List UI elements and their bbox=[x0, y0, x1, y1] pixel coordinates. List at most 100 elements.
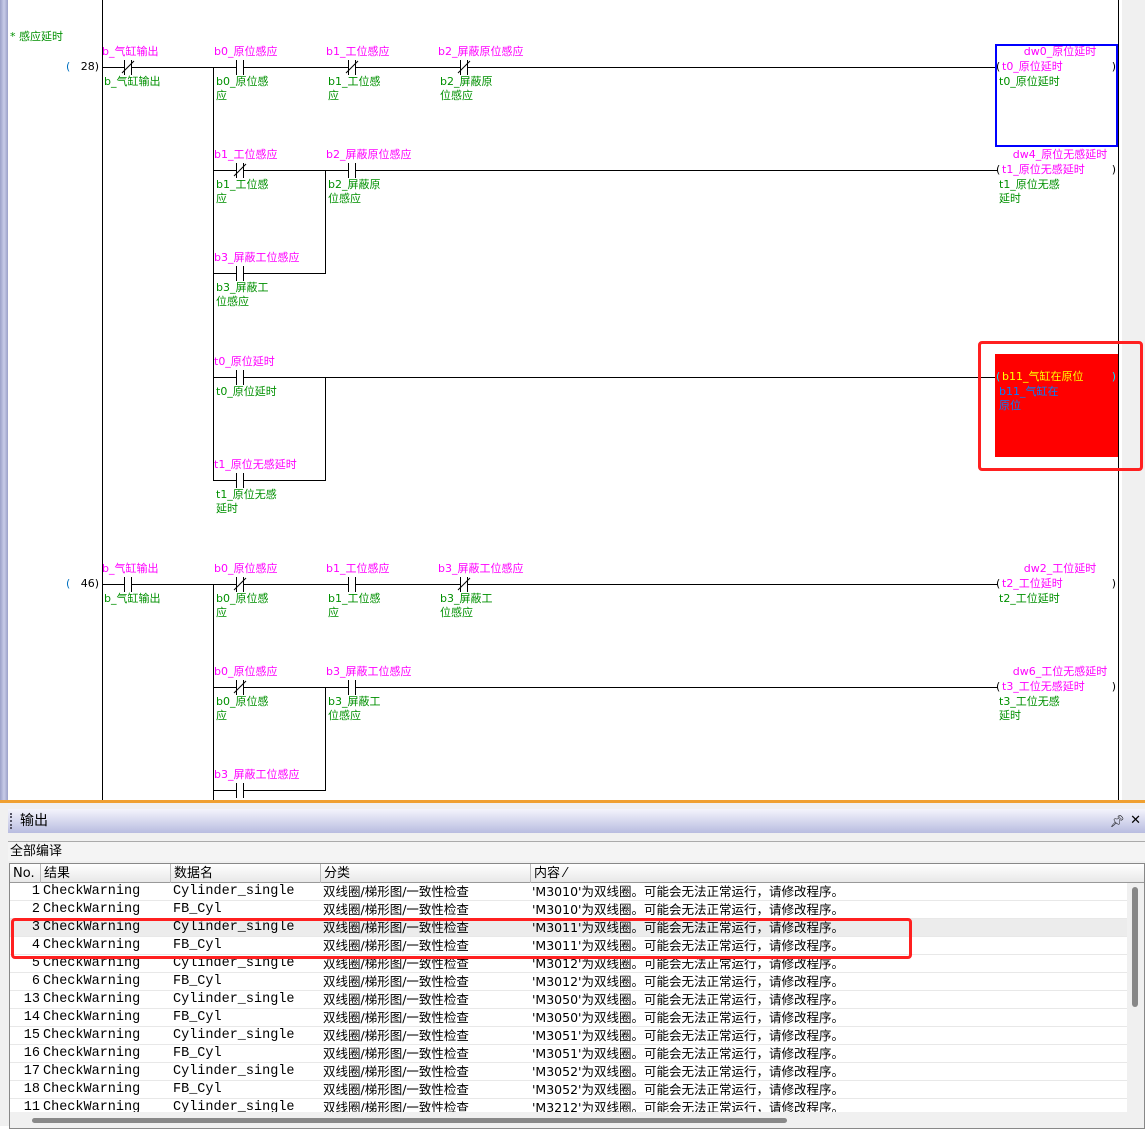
no-contact-icon[interactable] bbox=[236, 60, 244, 75]
cell-no: 6 bbox=[31, 974, 40, 989]
table-row[interactable]: 2 CheckWarning FB_Cyl 双线圈/梯形图/一致性检查 'M3010'为… bbox=[10, 901, 1128, 919]
cell-category: 双线圈/梯形图/一致性检查 bbox=[323, 1028, 469, 1043]
contact-device-label[interactable]: b_气缸输出 bbox=[102, 562, 159, 575]
table-row[interactable]: 6 CheckWarning FB_Cyl 双线圈/梯形图/一致性检查 'M3012'为… bbox=[10, 973, 1128, 991]
no-contact-icon[interactable] bbox=[236, 783, 244, 798]
nc-contact-icon[interactable] bbox=[121, 60, 135, 75]
contact-comment: t0_原位延时 bbox=[216, 385, 277, 398]
cell-result: CheckWarning bbox=[43, 992, 141, 1007]
contact-comment: b0_原位感应 bbox=[216, 592, 269, 619]
contact-device-label[interactable]: b0_原位感应 bbox=[214, 562, 278, 575]
cell-no: 16 bbox=[23, 1046, 40, 1061]
cell-data: Cylinder_single bbox=[173, 1100, 295, 1115]
nc-contact-icon[interactable] bbox=[233, 577, 247, 592]
coil-open-bracket: ( bbox=[996, 577, 1001, 590]
horizontal-scrollbar[interactable] bbox=[10, 1112, 1144, 1128]
coil-close-bracket: ) bbox=[1111, 163, 1116, 176]
cell-content: 'M3012'为双线圈。可能会无法正常运行，请修改程序。 bbox=[532, 956, 844, 971]
cell-content: 'M3052'为双线圈。可能会无法正常运行，请修改程序。 bbox=[532, 1082, 844, 1097]
nc-contact-icon[interactable] bbox=[233, 680, 247, 695]
coil-comment: b11_气缸在原位 bbox=[999, 385, 1059, 412]
table-row[interactable]: 15 CheckWarning Cylinder_single 双线圈/梯形图/一致性… bbox=[10, 1027, 1128, 1045]
no-contact-icon[interactable] bbox=[236, 473, 244, 488]
col-result[interactable]: 结果 bbox=[41, 864, 171, 883]
contact-device-label[interactable]: t1_原位无感延时 bbox=[214, 458, 297, 471]
col-no[interactable]: No. bbox=[10, 864, 41, 883]
coil-highlight bbox=[995, 354, 1118, 457]
contact-device-label[interactable]: b1_工位感应 bbox=[326, 562, 390, 575]
vertical-scrollbar[interactable] bbox=[1127, 883, 1144, 1113]
pin-icon[interactable]: 📌︎ bbox=[1109, 814, 1125, 828]
cell-no: 17 bbox=[23, 1064, 40, 1079]
cell-data: Cylinder_single bbox=[173, 992, 295, 1007]
ladder-editor[interactable]: * 感应延时 ( 28) ( 46) b_气缸输出 b_气缸输出 b0_原位感应 b0… bbox=[0, 0, 1145, 800]
table-row[interactable]: 4 CheckWarning FB_Cyl 双线圈/梯形图/一致性检查 'M3011'为… bbox=[10, 937, 1128, 955]
table-row[interactable]: 13 CheckWarning Cylinder_single 双线圈/梯形图/一致性… bbox=[10, 991, 1128, 1009]
table-row[interactable]: 5 CheckWarning Cylinder_single 双线圈/梯形图/一致性检… bbox=[10, 955, 1128, 973]
contact-comment: b3_屏蔽工位感应 bbox=[440, 592, 493, 619]
output-coil[interactable]: (t0_原位延时) bbox=[996, 60, 1118, 74]
coil-device-label[interactable]: dw0_原位延时 bbox=[1023, 45, 1097, 58]
drag-grip-icon[interactable] bbox=[10, 813, 12, 829]
no-contact-icon[interactable] bbox=[236, 266, 244, 281]
nc-contact-icon[interactable] bbox=[233, 163, 247, 178]
cell-result: CheckWarning bbox=[43, 1082, 141, 1097]
col-content[interactable]: 内容 ⁄ bbox=[534, 866, 567, 881]
contact-device-label[interactable]: b0_原位感应 bbox=[214, 45, 278, 58]
cell-data: FB_Cyl bbox=[173, 1010, 222, 1025]
coil-name: t3_工位无感延时 bbox=[1002, 680, 1085, 693]
table-row[interactable]: 18 CheckWarning FB_Cyl 双线圈/梯形图/一致性检查 'M3052'… bbox=[10, 1081, 1128, 1099]
cell-category: 双线圈/梯形图/一致性检查 bbox=[323, 902, 469, 917]
no-contact-icon[interactable] bbox=[124, 577, 132, 592]
contact-device-label[interactable]: b1_工位感应 bbox=[326, 45, 390, 58]
contact-device-label[interactable]: b_气缸输出 bbox=[102, 45, 159, 58]
nc-contact-icon[interactable] bbox=[345, 60, 359, 75]
editor-gutter bbox=[0, 0, 8, 800]
step-number: ( 46) bbox=[66, 577, 100, 590]
coil-device-label[interactable]: dw2_工位延时 bbox=[1023, 562, 1097, 575]
cell-content: 'M3052'为双线圈。可能会无法正常运行，请修改程序。 bbox=[532, 1064, 844, 1079]
no-contact-icon[interactable] bbox=[348, 680, 356, 695]
coil-device-label[interactable]: dw4_原位无感延时 bbox=[1012, 148, 1108, 161]
contact-device-label[interactable]: b0_原位感应 bbox=[214, 665, 278, 678]
table-row[interactable]: 3 CheckWarning Cylinder_single 双线圈/梯形图/一致性检… bbox=[10, 919, 1128, 937]
annotation-box bbox=[11, 918, 912, 959]
contact-device-label[interactable]: t0_原位延时 bbox=[214, 355, 275, 368]
contact-device-label[interactable]: b3_屏蔽工位感应 bbox=[214, 768, 300, 781]
col-data-name[interactable]: 数据名 bbox=[171, 864, 321, 883]
output-coil[interactable]: (b11_气缸在原位) bbox=[996, 370, 1118, 384]
compile-tab[interactable]: 全部编译 bbox=[8, 841, 1145, 861]
table-row[interactable]: 14 CheckWarning FB_Cyl 双线圈/梯形图/一致性检查 'M3050'… bbox=[10, 1009, 1128, 1027]
no-contact-icon[interactable] bbox=[236, 370, 244, 385]
nc-contact-icon[interactable] bbox=[457, 577, 471, 592]
coil-comment: t2_工位延时 bbox=[999, 592, 1060, 605]
coil-device-label[interactable]: dw6_工位无感延时 bbox=[1012, 665, 1108, 678]
contact-device-label[interactable]: b2_屏蔽原位感应 bbox=[326, 148, 412, 161]
no-contact-icon[interactable] bbox=[348, 577, 356, 592]
contact-device-label[interactable]: b3_屏蔽工位感应 bbox=[438, 562, 524, 575]
col-category[interactable]: 分类 bbox=[321, 864, 531, 883]
coil-open-bracket: ( bbox=[996, 60, 1001, 73]
no-contact-icon[interactable] bbox=[348, 163, 356, 178]
coil-name: t1_原位无感延时 bbox=[1002, 163, 1085, 176]
ladder-wires bbox=[102, 0, 1119, 800]
contact-comment: b3_屏蔽工位感应 bbox=[328, 695, 381, 722]
nc-contact-icon[interactable] bbox=[457, 60, 471, 75]
output-coil[interactable]: (t1_原位无感延时) bbox=[996, 163, 1118, 177]
coil-name: t2_工位延时 bbox=[1002, 577, 1063, 590]
table-row[interactable]: 16 CheckWarning FB_Cyl 双线圈/梯形图/一致性检查 'M3051'… bbox=[10, 1045, 1128, 1063]
close-icon[interactable]: ✕ bbox=[1130, 813, 1141, 828]
output-coil[interactable]: (t3_工位无感延时) bbox=[996, 680, 1118, 694]
contact-device-label[interactable]: b3_屏蔽工位感应 bbox=[214, 251, 300, 264]
cell-no: 1 bbox=[31, 884, 40, 899]
cell-data: FB_Cyl bbox=[173, 1046, 222, 1061]
table-row[interactable]: 1 CheckWarning Cylinder_single 双线圈/梯形图/一致性检… bbox=[10, 883, 1128, 901]
cell-data: FB_Cyl bbox=[173, 974, 222, 989]
output-coil[interactable]: (t2_工位延时) bbox=[996, 577, 1118, 591]
table-row[interactable]: 17 CheckWarning Cylinder_single 双线圈/梯形图/一致性… bbox=[10, 1063, 1128, 1081]
output-table: No. 结果 数据名 分类 内容 ⁄ 1 CheckWarning Cylinder… bbox=[9, 863, 1145, 1129]
cell-result: CheckWarning bbox=[43, 1010, 141, 1025]
contact-device-label[interactable]: b2_屏蔽原位感应 bbox=[438, 45, 524, 58]
contact-device-label[interactable]: b3_屏蔽工位感应 bbox=[326, 665, 412, 678]
contact-device-label[interactable]: b1_工位感应 bbox=[214, 148, 278, 161]
